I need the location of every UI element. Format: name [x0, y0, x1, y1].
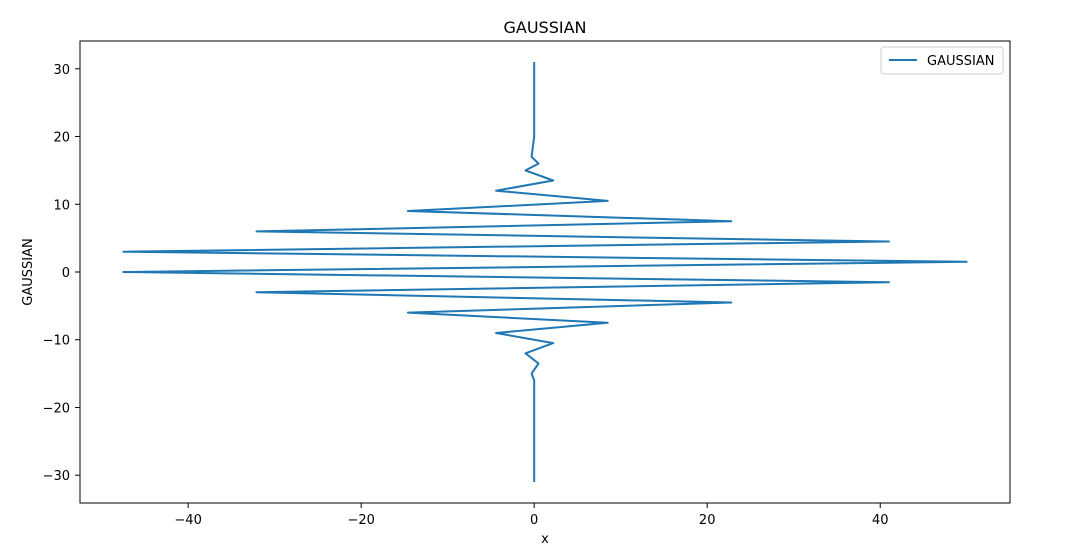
legend: GAUSSIAN: [880, 46, 1004, 75]
chart-title: GAUSSIAN: [504, 18, 587, 37]
y-tick-label: −10: [43, 334, 70, 349]
legend-label: GAUSSIAN: [927, 54, 994, 69]
x-tick-label: 20: [699, 513, 716, 528]
y-tick-label: 0: [62, 266, 70, 281]
x-axis: −40 −20 0 20 40: [174, 503, 889, 528]
legend-box: [880, 46, 1004, 75]
y-axis: −30 −20 −10 0 10 20 30: [43, 63, 80, 484]
y-tick-label: 30: [53, 63, 70, 78]
y-tick-label: −20: [43, 401, 70, 416]
y-tick-label: −30: [43, 469, 70, 484]
x-tick-label: 0: [530, 513, 538, 528]
series-line-gaussian: [122, 62, 968, 482]
x-tick-label: −40: [174, 513, 201, 528]
y-tick-label: 20: [53, 131, 70, 146]
x-tick-label: −20: [347, 513, 374, 528]
y-tick-label: 10: [53, 198, 70, 213]
y-axis-label: GAUSSIAN: [21, 238, 36, 305]
x-tick-label: 40: [872, 513, 889, 528]
x-axis-label: x: [541, 532, 549, 547]
